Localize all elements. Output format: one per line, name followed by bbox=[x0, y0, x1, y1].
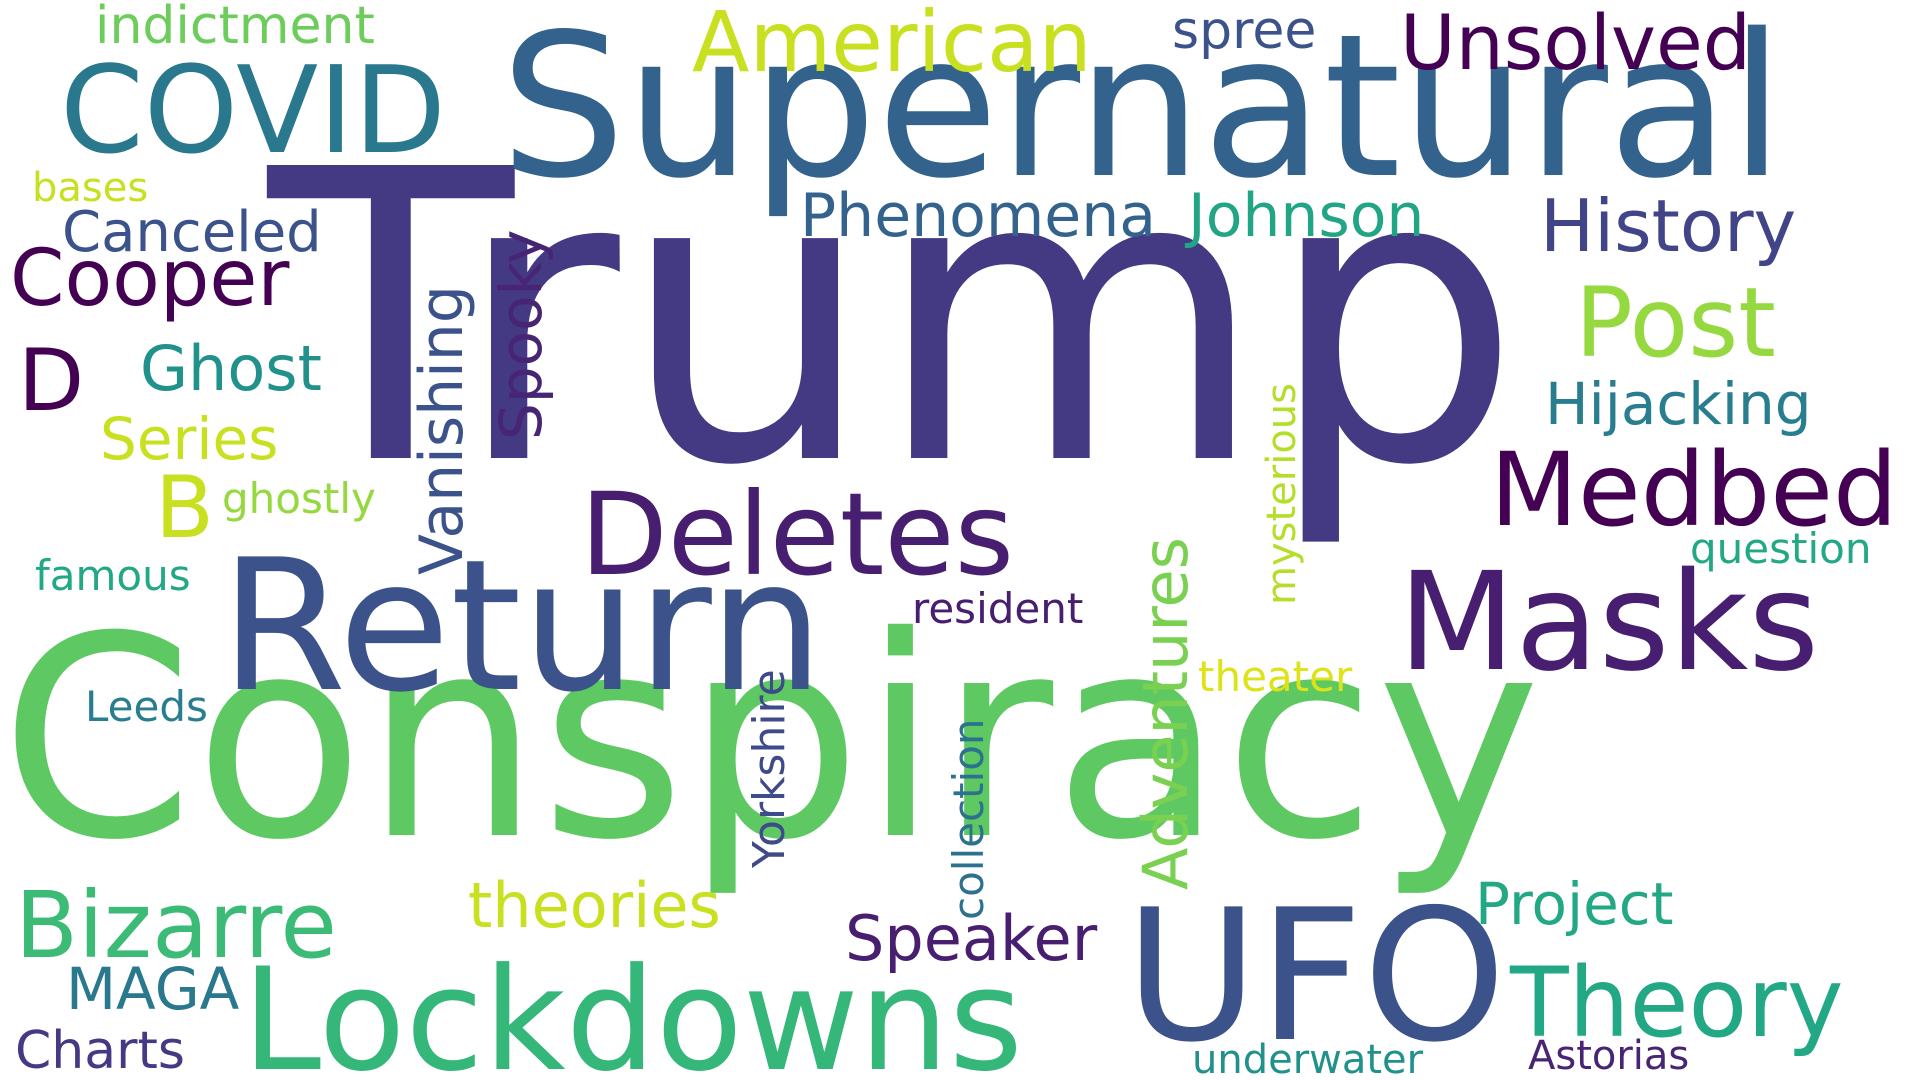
word-spree: spree bbox=[1172, 1, 1317, 61]
word-conspiracy: Conspiracy bbox=[0, 577, 1541, 901]
word-project: Project bbox=[1475, 870, 1674, 938]
word-speaker: Speaker bbox=[845, 902, 1098, 975]
word-b: B bbox=[155, 458, 214, 558]
word-medbed: Medbed bbox=[1490, 431, 1898, 550]
word-lockdowns: Lockdowns bbox=[242, 938, 1023, 1080]
word-leeds: Leeds bbox=[85, 682, 208, 731]
word-d: D bbox=[18, 331, 85, 431]
word-masks: Masks bbox=[1398, 544, 1820, 702]
word-adventures: Adventures bbox=[1129, 537, 1202, 890]
word-phenomena: Phenomena bbox=[800, 181, 1157, 251]
word-mysterious: mysterious bbox=[1259, 383, 1305, 605]
word-covid: COVID bbox=[60, 42, 447, 181]
word-bizarre: Bizarre bbox=[15, 872, 337, 979]
word-ufo: UFO bbox=[1125, 870, 1507, 1080]
word-astorias: Astorias bbox=[1528, 1033, 1690, 1079]
word-charts: Charts bbox=[15, 1021, 185, 1080]
word-hijacking: Hijacking bbox=[1545, 370, 1812, 438]
word-supernatural: Supernatural bbox=[500, 0, 1785, 222]
word-deletes: Deletes bbox=[580, 468, 1014, 601]
word-spooky: Spooky bbox=[487, 229, 555, 440]
word-unsolved: Unsolved bbox=[1400, 0, 1751, 87]
word-history: History bbox=[1540, 184, 1797, 268]
word-vanishing: Vanishing bbox=[407, 285, 477, 575]
word-trump: Trump bbox=[268, 85, 1522, 553]
word-cooper: Cooper bbox=[10, 234, 290, 324]
word-yorkshire: Yorkshire bbox=[744, 669, 795, 868]
word-underwater: underwater bbox=[1192, 1037, 1424, 1080]
word-johnson: Johnson bbox=[1188, 181, 1425, 251]
word-famous: famous bbox=[35, 551, 191, 600]
word-theories: theories bbox=[468, 869, 721, 942]
word-maga: MAGA bbox=[66, 955, 240, 1023]
word-indictment: indictment bbox=[95, 0, 375, 56]
word-post: Post bbox=[1575, 267, 1776, 379]
word-canceled: Canceled bbox=[62, 200, 322, 265]
word-return: Return bbox=[220, 520, 824, 732]
word-resident: resident bbox=[912, 584, 1084, 633]
word-ghostly: ghostly bbox=[222, 474, 376, 523]
word-bases: bases bbox=[32, 165, 149, 211]
word-american: American bbox=[692, 0, 1092, 91]
word-series: Series bbox=[100, 405, 279, 473]
word-collection: collection bbox=[944, 718, 993, 920]
word-theory: Theory bbox=[1510, 947, 1844, 1059]
word-ghost: Ghost bbox=[140, 332, 322, 405]
word-theater: theater bbox=[1198, 652, 1353, 701]
word-question: question bbox=[1690, 524, 1872, 573]
